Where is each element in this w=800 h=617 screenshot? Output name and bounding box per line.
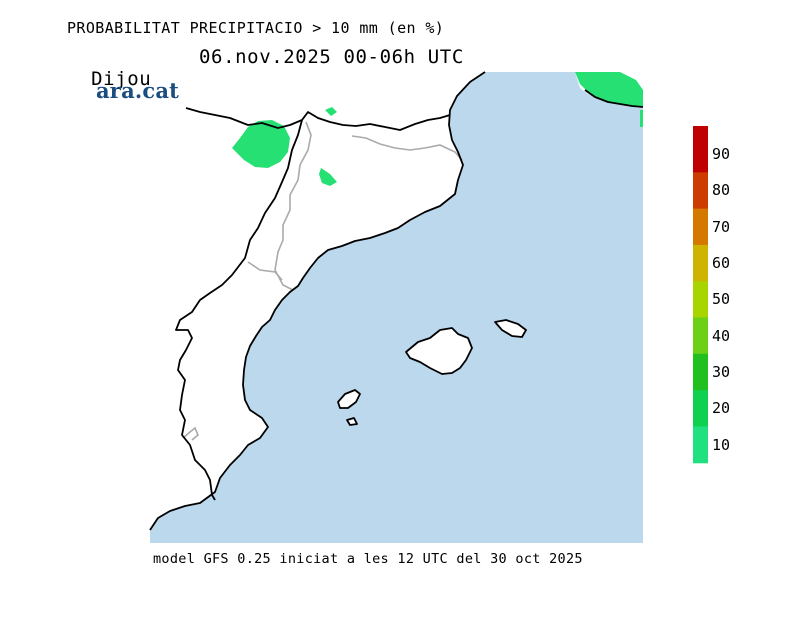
forecast-day: Dijous [91,68,164,90]
colorbar-segment [693,390,708,427]
colorbar-segment [693,208,708,246]
precip-area [232,120,290,168]
model-info: model GFS 0.25 iniciat a les 12 UTC del … [153,551,583,567]
ara-cat-logo: ara.cat [96,78,180,103]
island-formentera [346,417,358,426]
colorbar-segment [693,281,708,319]
precip-area [640,110,643,127]
border-catalonia-valencia [247,261,283,281]
forecast-period: Dijous 06.nov.2025 00-06h UTC [67,46,463,112]
colorbar-tick-label: 80 [712,181,731,200]
region-borders [182,121,463,441]
map-title: PROBABILITAT PRECIPITACIO > 10 mm (en %) [67,19,445,37]
precip-areas [232,72,643,186]
border-aragon-catalonia [274,121,312,291]
colorbar-segment [693,244,708,282]
border-france-spain [185,107,451,131]
colorbar-segment [693,172,708,210]
island-ibiza [337,389,361,409]
precip-area [575,72,643,106]
coastlines [149,71,644,531]
colorbar-segment [693,136,708,173]
precip-area [325,107,337,116]
colorbar [693,126,708,464]
colorbar-tick-label: 50 [712,290,731,309]
colorbar-segment [693,317,708,355]
forecast-date-range: 06.nov.2025 00-06h UTC [199,46,464,68]
coastline-mainland [149,71,486,531]
island-mallorca [405,327,473,375]
colorbar-tick-label: 30 [712,362,731,381]
colorbar-tick-label: 60 [712,254,731,273]
colorbar-segment [693,353,708,391]
island-menorca [494,319,527,338]
border-spain-west [175,119,303,501]
colorbar-tick-label: 20 [712,399,731,418]
colorbar-segment [693,126,708,137]
border-andorra-france [351,135,463,161]
balearic-islands [337,319,527,426]
colorbar-tick-label: 90 [712,145,731,164]
precip-area [319,168,337,186]
colorbar-tick-label: 10 [712,435,731,454]
land-area [150,72,485,530]
colorbar-tick-label: 70 [712,217,731,236]
border-valencia-murcia [182,426,199,441]
colorbar-segment [693,426,708,464]
coastline-france [584,89,644,108]
colorbar-tick-label: 40 [712,326,731,345]
